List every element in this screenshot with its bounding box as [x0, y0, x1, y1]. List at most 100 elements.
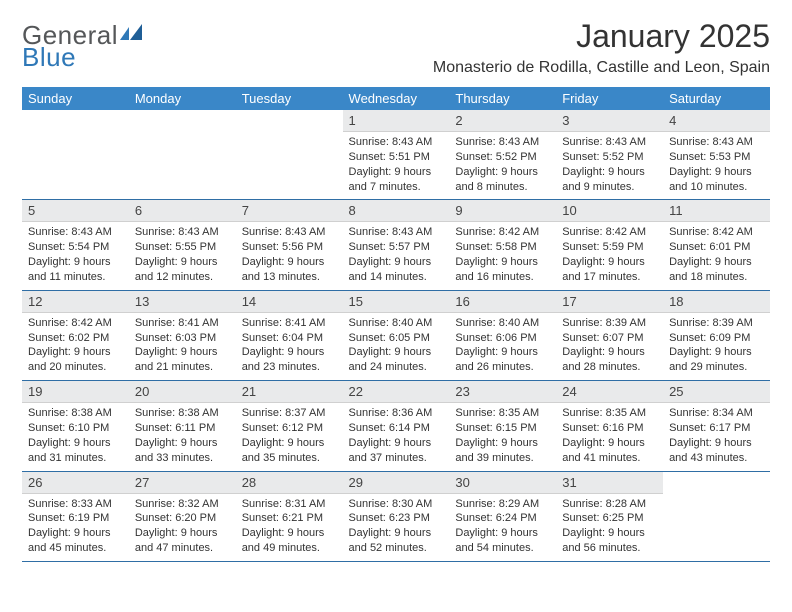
weekday-header: Saturday: [663, 87, 770, 110]
day-number: 6: [129, 200, 236, 222]
calendar-day: 20Sunrise: 8:38 AMSunset: 6:11 PMDayligh…: [129, 381, 236, 471]
calendar-day: 2Sunrise: 8:43 AMSunset: 5:52 PMDaylight…: [449, 110, 556, 200]
calendar-row: 5Sunrise: 8:43 AMSunset: 5:54 PMDaylight…: [22, 200, 770, 290]
day-details: Sunrise: 8:28 AMSunset: 6:25 PMDaylight:…: [556, 494, 663, 561]
logo-text-blue: Blue: [22, 42, 76, 72]
calendar-day: 8Sunrise: 8:43 AMSunset: 5:57 PMDaylight…: [343, 200, 450, 290]
day-details: Sunrise: 8:42 AMSunset: 5:59 PMDaylight:…: [556, 222, 663, 289]
calendar-day: 26Sunrise: 8:33 AMSunset: 6:19 PMDayligh…: [22, 471, 129, 561]
day-number: 21: [236, 381, 343, 403]
weekday-header: Wednesday: [343, 87, 450, 110]
calendar-day: 18Sunrise: 8:39 AMSunset: 6:09 PMDayligh…: [663, 290, 770, 380]
calendar-day: 27Sunrise: 8:32 AMSunset: 6:20 PMDayligh…: [129, 471, 236, 561]
day-details: Sunrise: 8:43 AMSunset: 5:57 PMDaylight:…: [343, 222, 450, 289]
day-number: 15: [343, 291, 450, 313]
day-number: 20: [129, 381, 236, 403]
calendar-day: 17Sunrise: 8:39 AMSunset: 6:07 PMDayligh…: [556, 290, 663, 380]
calendar-row: 26Sunrise: 8:33 AMSunset: 6:19 PMDayligh…: [22, 471, 770, 561]
day-details: Sunrise: 8:43 AMSunset: 5:56 PMDaylight:…: [236, 222, 343, 289]
day-details: Sunrise: 8:42 AMSunset: 6:02 PMDaylight:…: [22, 313, 129, 380]
day-number: 25: [663, 381, 770, 403]
day-details: Sunrise: 8:43 AMSunset: 5:52 PMDaylight:…: [556, 132, 663, 199]
day-number: 22: [343, 381, 450, 403]
calendar-day: 5Sunrise: 8:43 AMSunset: 5:54 PMDaylight…: [22, 200, 129, 290]
day-details: Sunrise: 8:38 AMSunset: 6:10 PMDaylight:…: [22, 403, 129, 470]
day-number: 30: [449, 472, 556, 494]
day-number: 4: [663, 110, 770, 132]
day-details: Sunrise: 8:43 AMSunset: 5:51 PMDaylight:…: [343, 132, 450, 199]
day-number: 11: [663, 200, 770, 222]
day-number: 18: [663, 291, 770, 313]
calendar-day: 19Sunrise: 8:38 AMSunset: 6:10 PMDayligh…: [22, 381, 129, 471]
day-details: Sunrise: 8:35 AMSunset: 6:15 PMDaylight:…: [449, 403, 556, 470]
calendar-table: SundayMondayTuesdayWednesdayThursdayFrid…: [22, 87, 770, 562]
calendar-day: 13Sunrise: 8:41 AMSunset: 6:03 PMDayligh…: [129, 290, 236, 380]
day-number: 7: [236, 200, 343, 222]
calendar-empty: [663, 471, 770, 561]
calendar-day: 31Sunrise: 8:28 AMSunset: 6:25 PMDayligh…: [556, 471, 663, 561]
day-number: 14: [236, 291, 343, 313]
calendar-day: 6Sunrise: 8:43 AMSunset: 5:55 PMDaylight…: [129, 200, 236, 290]
calendar-day: 9Sunrise: 8:42 AMSunset: 5:58 PMDaylight…: [449, 200, 556, 290]
weekday-header: Sunday: [22, 87, 129, 110]
day-number: 31: [556, 472, 663, 494]
day-number: 27: [129, 472, 236, 494]
calendar-day: 15Sunrise: 8:40 AMSunset: 6:05 PMDayligh…: [343, 290, 450, 380]
calendar-row: 12Sunrise: 8:42 AMSunset: 6:02 PMDayligh…: [22, 290, 770, 380]
day-details: Sunrise: 8:40 AMSunset: 6:06 PMDaylight:…: [449, 313, 556, 380]
calendar-day: 25Sunrise: 8:34 AMSunset: 6:17 PMDayligh…: [663, 381, 770, 471]
calendar-day: 16Sunrise: 8:40 AMSunset: 6:06 PMDayligh…: [449, 290, 556, 380]
calendar-day: 14Sunrise: 8:41 AMSunset: 6:04 PMDayligh…: [236, 290, 343, 380]
day-details: Sunrise: 8:39 AMSunset: 6:07 PMDaylight:…: [556, 313, 663, 380]
weekday-header: Monday: [129, 87, 236, 110]
day-number: 17: [556, 291, 663, 313]
calendar-day: 7Sunrise: 8:43 AMSunset: 5:56 PMDaylight…: [236, 200, 343, 290]
calendar-day: 11Sunrise: 8:42 AMSunset: 6:01 PMDayligh…: [663, 200, 770, 290]
title-block: January 2025 Monasterio de Rodilla, Cast…: [433, 18, 770, 77]
day-details: Sunrise: 8:42 AMSunset: 6:01 PMDaylight:…: [663, 222, 770, 289]
calendar-day: 10Sunrise: 8:42 AMSunset: 5:59 PMDayligh…: [556, 200, 663, 290]
calendar-body: 1Sunrise: 8:43 AMSunset: 5:51 PMDaylight…: [22, 110, 770, 561]
day-number: 1: [343, 110, 450, 132]
calendar-day: 24Sunrise: 8:35 AMSunset: 6:16 PMDayligh…: [556, 381, 663, 471]
day-details: Sunrise: 8:39 AMSunset: 6:09 PMDaylight:…: [663, 313, 770, 380]
day-number: 2: [449, 110, 556, 132]
day-number: 8: [343, 200, 450, 222]
day-details: Sunrise: 8:34 AMSunset: 6:17 PMDaylight:…: [663, 403, 770, 470]
day-details: Sunrise: 8:32 AMSunset: 6:20 PMDaylight:…: [129, 494, 236, 561]
day-details: Sunrise: 8:41 AMSunset: 6:03 PMDaylight:…: [129, 313, 236, 380]
calendar-day: 23Sunrise: 8:35 AMSunset: 6:15 PMDayligh…: [449, 381, 556, 471]
logo-mark-icon: [120, 24, 146, 44]
calendar-day: 22Sunrise: 8:36 AMSunset: 6:14 PMDayligh…: [343, 381, 450, 471]
calendar-day: 1Sunrise: 8:43 AMSunset: 5:51 PMDaylight…: [343, 110, 450, 200]
day-details: Sunrise: 8:29 AMSunset: 6:24 PMDaylight:…: [449, 494, 556, 561]
header: General January 2025 Monasterio de Rodil…: [22, 18, 770, 77]
calendar-empty: [236, 110, 343, 200]
day-number: 29: [343, 472, 450, 494]
day-number: 10: [556, 200, 663, 222]
calendar-day: 29Sunrise: 8:30 AMSunset: 6:23 PMDayligh…: [343, 471, 450, 561]
day-number: 9: [449, 200, 556, 222]
day-details: Sunrise: 8:38 AMSunset: 6:11 PMDaylight:…: [129, 403, 236, 470]
calendar-day: 28Sunrise: 8:31 AMSunset: 6:21 PMDayligh…: [236, 471, 343, 561]
weekday-header: Friday: [556, 87, 663, 110]
calendar-day: 3Sunrise: 8:43 AMSunset: 5:52 PMDaylight…: [556, 110, 663, 200]
day-number: 12: [22, 291, 129, 313]
weekday-header: Tuesday: [236, 87, 343, 110]
calendar-day: 21Sunrise: 8:37 AMSunset: 6:12 PMDayligh…: [236, 381, 343, 471]
day-details: Sunrise: 8:42 AMSunset: 5:58 PMDaylight:…: [449, 222, 556, 289]
calendar-header-row: SundayMondayTuesdayWednesdayThursdayFrid…: [22, 87, 770, 110]
day-number: 24: [556, 381, 663, 403]
day-details: Sunrise: 8:43 AMSunset: 5:52 PMDaylight:…: [449, 132, 556, 199]
day-details: Sunrise: 8:43 AMSunset: 5:55 PMDaylight:…: [129, 222, 236, 289]
day-details: Sunrise: 8:35 AMSunset: 6:16 PMDaylight:…: [556, 403, 663, 470]
calendar-row: 1Sunrise: 8:43 AMSunset: 5:51 PMDaylight…: [22, 110, 770, 200]
day-details: Sunrise: 8:41 AMSunset: 6:04 PMDaylight:…: [236, 313, 343, 380]
day-number: 28: [236, 472, 343, 494]
calendar-row: 19Sunrise: 8:38 AMSunset: 6:10 PMDayligh…: [22, 381, 770, 471]
day-number: 3: [556, 110, 663, 132]
calendar-empty: [22, 110, 129, 200]
day-details: Sunrise: 8:43 AMSunset: 5:54 PMDaylight:…: [22, 222, 129, 289]
day-number: 5: [22, 200, 129, 222]
day-number: 23: [449, 381, 556, 403]
